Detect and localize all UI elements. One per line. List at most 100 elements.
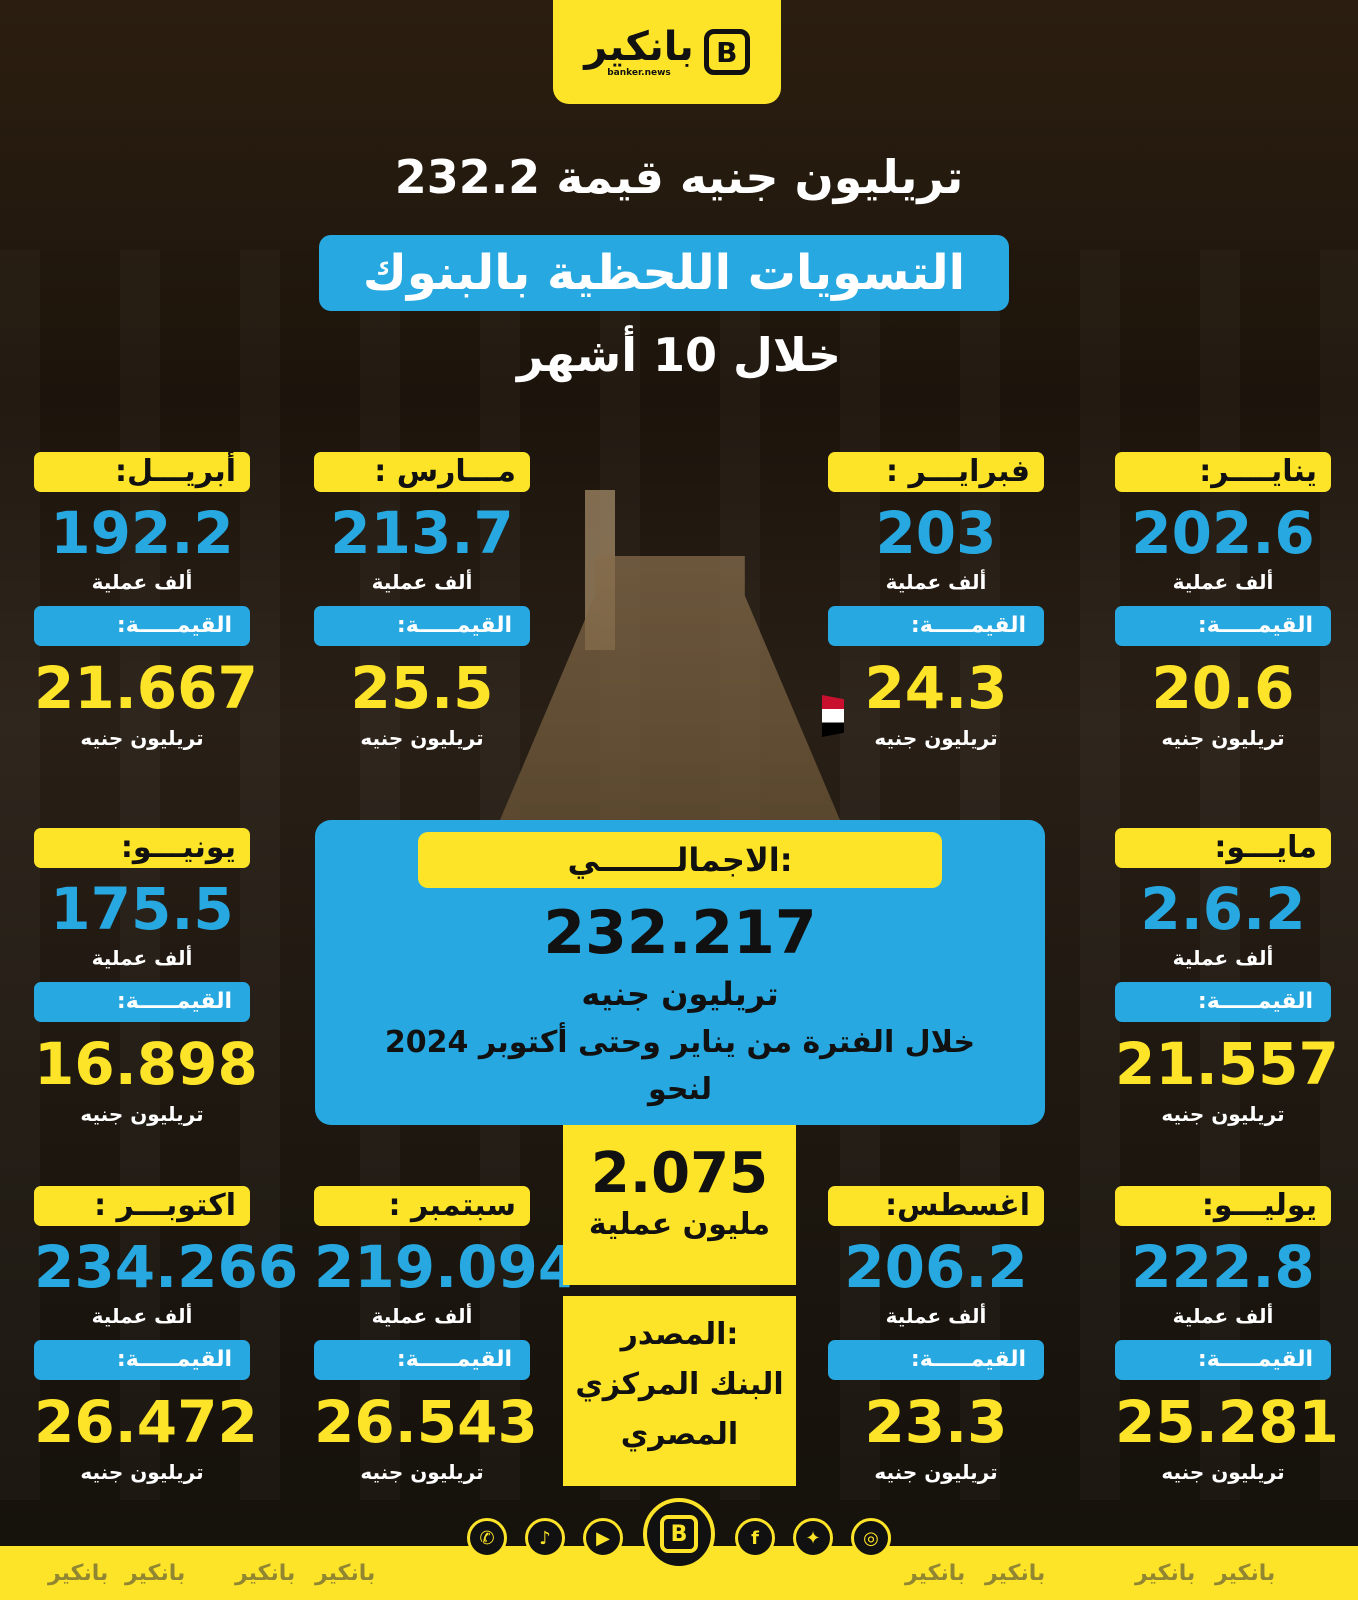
brand-circle-logo[interactable]: B	[643, 1498, 715, 1570]
month-label: أبريـــل:	[34, 452, 250, 492]
value-amount: 21.667	[34, 654, 258, 722]
month-label: اكتوبـــر :	[34, 1186, 250, 1226]
operations-count: 192.2	[50, 499, 234, 567]
value-unit: تريليون جنيه	[1161, 1102, 1285, 1126]
value-amount: 26.543	[314, 1388, 538, 1456]
value-label: القيمـــــة:	[314, 1340, 530, 1380]
footer-watermark: بانكير	[48, 1561, 109, 1586]
footer-watermark: بانكير	[905, 1561, 966, 1586]
month-card-june: يونيـــو: 175.5 ألف عملية القيمـــــة: 1…	[34, 828, 258, 1128]
month-label: اغسطس:	[828, 1186, 1044, 1226]
headline-line2: التسويات اللحظية بالبنوك	[362, 245, 966, 301]
operations-unit: ألف عملية	[1172, 570, 1274, 594]
total-operations-unit: مليون عملية	[588, 1207, 771, 1242]
month-label: يوليـــو:	[1115, 1186, 1331, 1226]
month-label: سبتمبر :	[314, 1186, 530, 1226]
total-value: 232.217	[543, 898, 817, 968]
headline-line3: خلال 10 أشهر	[516, 328, 842, 382]
operations-count: 203	[875, 499, 997, 567]
total-about: لنحو	[648, 1072, 712, 1107]
operations-count: 213.7	[330, 499, 514, 567]
value-amount: 20.6	[1151, 654, 1295, 722]
value-amount: 25.281	[1115, 1388, 1339, 1456]
facebook-icon[interactable]: f	[735, 1518, 775, 1558]
value-unit: تريليون جنيه	[874, 726, 998, 750]
operations-unit: ألف عملية	[371, 570, 473, 594]
value-amount: 24.3	[864, 654, 1008, 722]
month-card-february: فبرايـــر : 203 ألف عملية القيمـــــة: 2…	[828, 452, 1044, 752]
footer-watermark: بانكير	[985, 1561, 1046, 1586]
month-card-march: مـــارس : 213.7 ألف عملية القيمـــــة: 2…	[314, 452, 530, 752]
value-unit: تريليون جنيه	[360, 726, 484, 750]
brand-name: بانكير banker.news	[584, 27, 694, 78]
value-unit: تريليون جنيه	[1161, 726, 1285, 750]
tiktok-icon[interactable]: ♪	[525, 1518, 565, 1558]
footer-watermark: بانكير	[315, 1561, 376, 1586]
operations-unit: ألف عملية	[885, 1304, 987, 1328]
operations-count: 2.6.2	[1140, 875, 1306, 943]
footer-watermark: بانكير	[125, 1561, 186, 1586]
value-label: القيمـــــة:	[1115, 982, 1331, 1022]
operations-unit: ألف عملية	[1172, 946, 1274, 970]
value-label: القيمـــــة:	[828, 606, 1044, 646]
operations-count: 234.266	[34, 1233, 299, 1301]
month-card-april: أبريـــل: 192.2 ألف عملية القيمـــــة: 2…	[34, 452, 258, 752]
operations-count: 219.094	[314, 1233, 579, 1301]
total-panel: الاجمالـــــــي: 232.217 تريليون جنيه خل…	[315, 820, 1045, 1125]
value-unit: تريليون جنيه	[1161, 1460, 1285, 1484]
total-unit: تريليون جنيه	[581, 975, 779, 1013]
month-card-january: ينايــــر: 202.6 ألف عملية القيمـــــة: …	[1115, 452, 1331, 752]
headline-line1: 232.2 تريليون جنيه قيمة	[394, 150, 964, 204]
source-name-line1: البنك المركزي	[575, 1367, 784, 1402]
value-amount: 25.5	[350, 654, 494, 722]
value-amount: 26.472	[34, 1388, 258, 1456]
brand-mark-icon: B	[660, 1515, 698, 1553]
operations-count: 202.6	[1131, 499, 1315, 567]
operations-unit: ألف عملية	[371, 1304, 473, 1328]
value-amount: 23.3	[864, 1388, 1008, 1456]
month-label: مايـــو:	[1115, 828, 1331, 868]
month-label: فبرايـــر :	[828, 452, 1044, 492]
youtube-icon[interactable]: ▶	[583, 1518, 623, 1558]
value-label: القيمـــــة:	[34, 1340, 250, 1380]
source-label: المصدر:	[620, 1317, 739, 1352]
headline-highlight-box: التسويات اللحظية بالبنوك	[319, 235, 1009, 311]
whatsapp-icon[interactable]: ✆	[467, 1518, 507, 1558]
brand-domain: banker.news	[607, 67, 671, 78]
total-period: خلال الفترة من يناير وحتى أكتوبر 2024	[384, 1025, 976, 1060]
source-panel: المصدر: البنك المركزي المصري	[563, 1296, 796, 1486]
instagram-icon[interactable]: ◎	[851, 1518, 891, 1558]
twitter-icon[interactable]: ✦	[793, 1518, 833, 1558]
value-label: القيمـــــة:	[34, 982, 250, 1022]
operations-count: 175.5	[50, 875, 234, 943]
footer-watermark: بانكير	[1215, 1561, 1276, 1586]
value-unit: تريليون جنيه	[80, 726, 204, 750]
total-label: الاجمالـــــــي:	[418, 832, 942, 888]
footer-watermark: بانكير	[1135, 1561, 1196, 1586]
value-unit: تريليون جنيه	[80, 1102, 204, 1126]
value-label: القيمـــــة:	[34, 606, 250, 646]
month-label: ينايــــر:	[1115, 452, 1331, 492]
month-label: مـــارس :	[314, 452, 530, 492]
operations-unit: ألف عملية	[91, 1304, 193, 1328]
operations-unit: ألف عملية	[885, 570, 987, 594]
operations-unit: ألف عملية	[91, 570, 193, 594]
value-unit: تريليون جنيه	[874, 1460, 998, 1484]
source-name-line2: المصري	[620, 1417, 739, 1452]
month-card-may: مايـــو: 2.6.2 ألف عملية القيمـــــة: 21…	[1115, 828, 1339, 1128]
footer-watermark: بانكير	[235, 1561, 296, 1586]
value-amount: 16.898	[34, 1030, 258, 1098]
value-unit: تريليون جنيه	[360, 1460, 484, 1484]
month-card-august: اغسطس: 206.2 ألف عملية القيمـــــة: 23.3…	[828, 1186, 1044, 1486]
operations-unit: ألف عملية	[91, 946, 193, 970]
value-amount: 21.557	[1115, 1030, 1339, 1098]
operations-count: 222.8	[1131, 1233, 1315, 1301]
month-label: يونيـــو:	[34, 828, 250, 868]
operations-unit: ألف عملية	[1172, 1304, 1274, 1328]
value-unit: تريليون جنيه	[80, 1460, 204, 1484]
egypt-flag-icon	[822, 695, 844, 737]
brand-mark-icon: B	[703, 29, 750, 75]
value-label: القيمـــــة:	[1115, 606, 1331, 646]
brand-name-text: بانكير	[584, 23, 694, 70]
brand-logo[interactable]: بانكير banker.news B	[553, 0, 781, 104]
